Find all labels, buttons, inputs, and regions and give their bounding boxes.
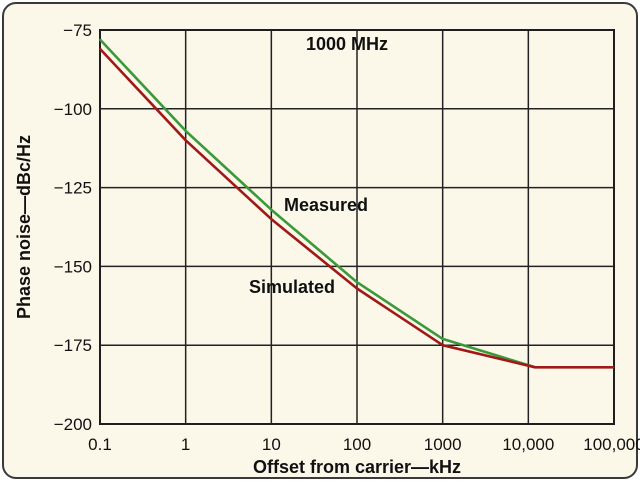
data-point-simulated (534, 366, 536, 369)
phase-noise-chart: −75 −100 −125 −150 −175 −200 0.1 1 10 100 1000 10,… (14, 21, 640, 477)
data-point-measured (270, 208, 273, 211)
data-point-measured (441, 338, 444, 340)
series-line-measured (99, 38, 536, 369)
data-point-measured (356, 281, 358, 284)
data-point-simulated (270, 218, 273, 220)
x-tick-label: 1 (181, 435, 190, 454)
series-label-measured: Measured (284, 195, 368, 215)
series-lines (99, 38, 615, 369)
data-point-simulated (613, 366, 615, 369)
y-tick-label: −150 (54, 257, 92, 276)
y-tick-label: −100 (54, 100, 92, 119)
y-tick-label: −200 (54, 415, 92, 434)
data-point-simulated (356, 287, 358, 290)
y-tick-labels: −75 −100 −125 −150 −175 −200 (54, 21, 92, 434)
y-tick-label: −125 (54, 179, 92, 198)
x-tick-label: 1000 (424, 435, 462, 454)
series-label-simulated: Simulated (249, 277, 335, 297)
y-tick-label: −175 (54, 336, 92, 355)
annotation-frequency: 1000 MHz (306, 34, 388, 54)
data-point-measured (184, 130, 187, 132)
y-axis-title: Phase noise—dBc/Hz (14, 135, 34, 319)
x-tick-label: 100,000 (583, 435, 640, 454)
data-point-measured (99, 38, 101, 41)
chart-frame: −75 −100 −125 −150 −175 −200 0.1 1 10 100 1000 10,… (2, 2, 640, 479)
data-point-simulated (441, 344, 444, 347)
data-point-simulated (99, 48, 101, 50)
data-point-simulated (184, 139, 187, 142)
x-tick-label: 0.1 (88, 435, 112, 454)
x-tick-labels: 0.1 1 10 100 1000 10,000 100,000 (88, 435, 640, 454)
x-tick-label: 10 (262, 435, 281, 454)
y-tick-label: −75 (63, 21, 92, 40)
x-tick-label: 100 (343, 435, 371, 454)
x-tick-label: 10,000 (502, 435, 554, 454)
grid-lines (99, 29, 615, 425)
x-axis-title: Offset from carrier—kHz (253, 457, 461, 477)
